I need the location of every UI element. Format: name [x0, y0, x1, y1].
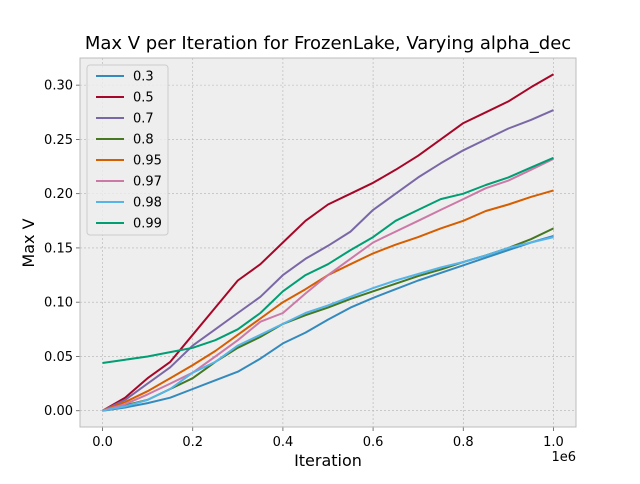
legend-label-0.5: 0.5: [133, 91, 154, 106]
chart-title: Max V per Iteration for FrozenLake, Vary…: [85, 33, 571, 54]
y-tick-label: 0.20: [44, 187, 73, 202]
y-tick-label: 0.25: [44, 133, 73, 148]
series-line-0.5: [102, 73, 554, 412]
plot-frame: [79, 57, 577, 428]
legend-frame: [86, 64, 169, 236]
y-tick-label: 0.00: [44, 404, 73, 419]
series-line-0.99: [102, 156, 554, 364]
y-tick-label: 0.30: [44, 79, 73, 94]
x-tick-label: 0.4: [273, 435, 294, 450]
y-axis-label: Max V: [19, 218, 38, 267]
series-line-0.97: [102, 157, 554, 412]
series-lines: [102, 73, 554, 412]
axis-ticks: 0.0 0.2 0.4 0.6 0.8 1.0 0.00 0.05 0.10 0.15 0.20 0.…: [44, 79, 564, 450]
legend-label-0.99: 0.99: [133, 217, 162, 232]
x-axis-label: Iteration: [294, 451, 362, 470]
series-line-0.3: [102, 235, 554, 412]
y-tick-label: 0.10: [44, 296, 73, 311]
x-axis-offset-label: 1e6: [551, 450, 576, 465]
legend-label-0.97: 0.97: [133, 175, 162, 190]
series-line-0.98: [102, 236, 554, 412]
x-tick-label: 0.0: [92, 435, 113, 450]
series-line-0.7: [102, 109, 554, 412]
legend: 0.3 0.5 0.7 0.8 0.95 0.97 0.98 0.99: [86, 64, 169, 236]
x-tick-label: 0.2: [182, 435, 203, 450]
x-tick-label: 0.6: [363, 435, 384, 450]
y-tick-label: 0.05: [44, 350, 73, 365]
legend-label-0.8: 0.8: [133, 133, 154, 148]
legend-label-0.7: 0.7: [133, 112, 154, 127]
x-tick-label: 0.8: [453, 435, 474, 450]
legend-label-0.98: 0.98: [133, 196, 162, 211]
legend-label-0.3: 0.3: [133, 70, 154, 85]
y-tick-label: 0.15: [44, 241, 73, 256]
legend-label-0.95: 0.95: [133, 154, 162, 169]
x-tick-label: 1.0: [543, 435, 564, 450]
legend-items: 0.3 0.5 0.7 0.8 0.95 0.97 0.98 0.99: [96, 70, 162, 232]
